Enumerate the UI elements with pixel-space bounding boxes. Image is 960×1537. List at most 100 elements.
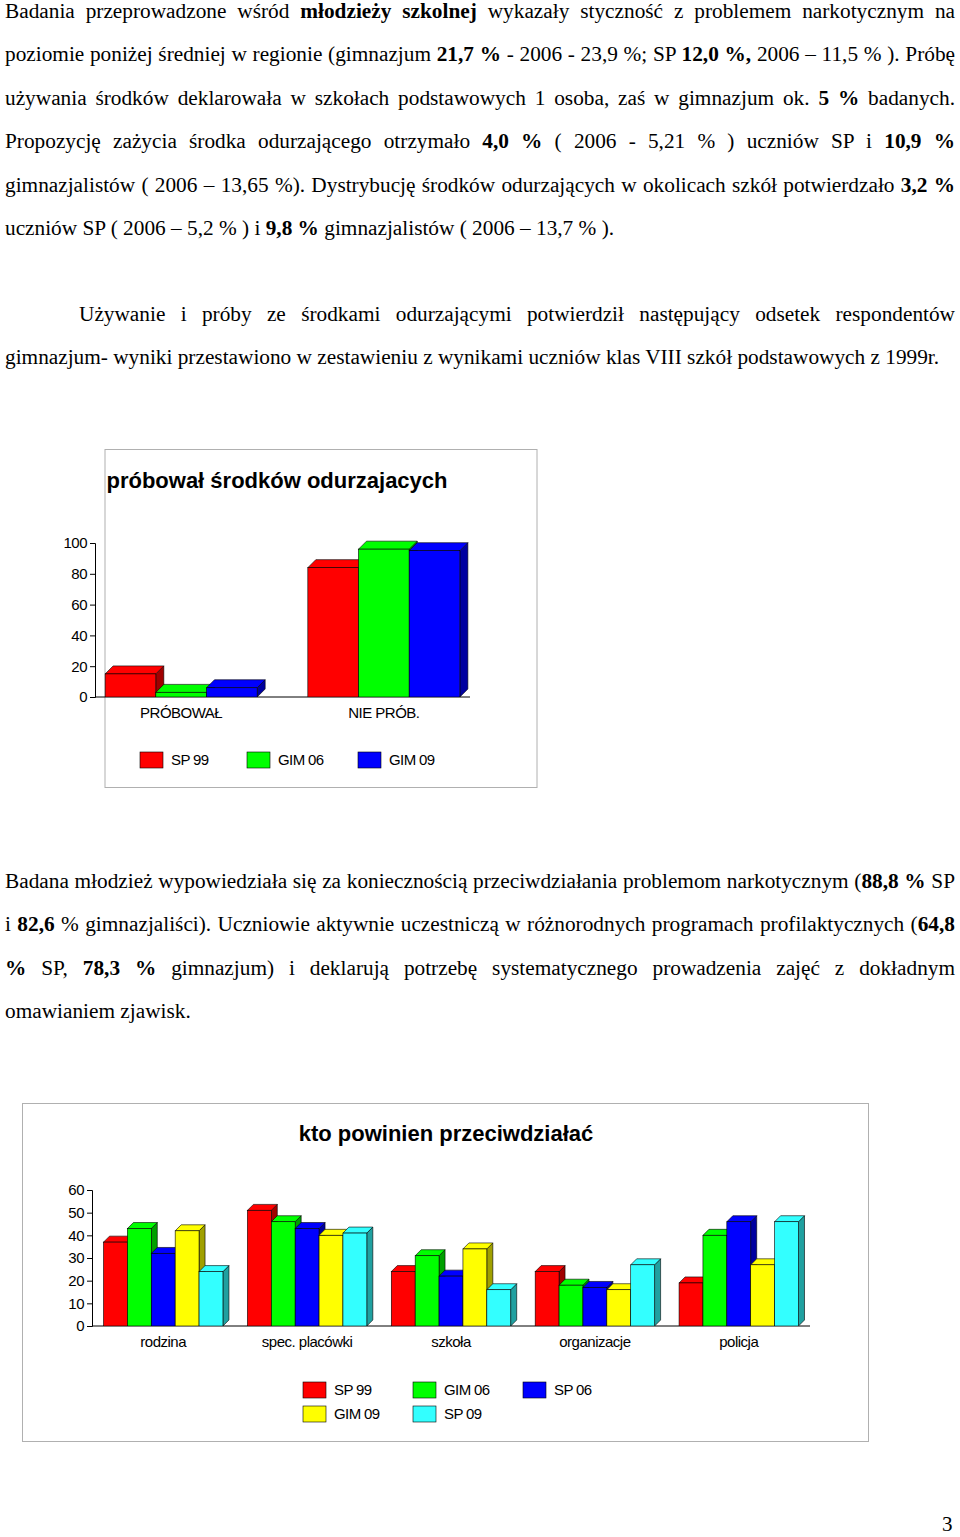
bar-front <box>487 1290 511 1326</box>
text: Badana młodzież wypowiedziała się za kon… <box>5 869 861 893</box>
x-axis: PRÓBOWAŁNIE PRÓB. <box>140 704 419 721</box>
bold-text: 78,3 % <box>83 956 156 980</box>
bar-side <box>460 543 468 697</box>
bar <box>487 1284 517 1326</box>
y-axis-line <box>87 1191 93 1327</box>
text: ( 2006 - 5,21 % ) uczniów SP i <box>542 129 884 153</box>
bar-side <box>655 1259 661 1326</box>
bar-front <box>105 674 156 697</box>
bar-top <box>247 1204 277 1210</box>
legend-label: SP 99 <box>171 751 209 768</box>
bar-front <box>559 1285 583 1326</box>
bar <box>105 666 164 697</box>
x-tick-label: szkoła <box>431 1333 472 1350</box>
bar-front <box>359 549 410 697</box>
bold-text: 21,7 % <box>437 42 501 66</box>
y-tick-mark <box>90 543 95 544</box>
y-tick-label: 30 <box>68 1249 84 1266</box>
bar-top <box>156 684 215 692</box>
y-tick-label: 40 <box>68 1227 84 1244</box>
y-tick-mark <box>90 605 95 606</box>
legend-item: GIM 09 <box>358 751 435 768</box>
bar-top <box>343 1227 373 1233</box>
y-tick: 30 <box>68 1249 92 1266</box>
bar-front <box>319 1235 343 1326</box>
bar-front <box>247 1210 271 1326</box>
bold-text: 9,8 % <box>266 216 319 240</box>
bar-front <box>415 1256 439 1326</box>
y-tick: 20 <box>68 1272 92 1289</box>
bar-top <box>295 1223 325 1229</box>
y-tick: 60 <box>68 1181 92 1198</box>
bar-front <box>463 1249 487 1326</box>
y-tick-mark <box>87 1326 92 1327</box>
y-tick-label: 10 <box>68 1295 84 1312</box>
bar-front <box>391 1272 415 1326</box>
bar-front <box>583 1287 607 1326</box>
bar-front <box>199 1272 223 1326</box>
bar <box>631 1259 661 1326</box>
bar <box>343 1227 373 1326</box>
legend-swatch <box>413 1406 436 1422</box>
bar-front <box>679 1283 703 1326</box>
legend-item: GIM 06 <box>413 1381 490 1398</box>
legend-label: SP 99 <box>334 1381 372 1398</box>
text: Używanie i próby ze środkami odurzającym… <box>5 302 955 369</box>
bar-side <box>223 1266 229 1326</box>
legend-label: SP 06 <box>554 1381 592 1398</box>
legend-swatch <box>247 752 270 768</box>
y-tick-label: 40 <box>71 627 87 644</box>
text: gimnazjalistów ( 2006 – 13,7 % ). <box>319 216 614 240</box>
bar-front <box>206 688 257 697</box>
text: Badania przeprowadzone wśród <box>5 0 300 23</box>
text: % gimnazjaliści). Uczniowie aktywnie ucz… <box>55 912 918 936</box>
bars <box>104 1204 805 1326</box>
bold-text: 10,9 % <box>884 129 955 153</box>
bar-front <box>409 551 460 697</box>
bar-top <box>535 1266 565 1272</box>
bar-front <box>727 1222 751 1326</box>
bar-front <box>535 1272 559 1326</box>
y-tick: 10 <box>68 1295 92 1312</box>
x-tick-label: PRÓBOWAŁ <box>140 704 222 721</box>
bold-text: 3,2 % <box>901 173 955 197</box>
y-tick-mark <box>87 1258 92 1259</box>
bar-front <box>607 1290 631 1326</box>
legend: SP 99 GIM 06 SP 06 GIM 09 SP 09 <box>303 1381 592 1422</box>
y-tick-mark <box>90 666 95 667</box>
y-tick-label: 50 <box>68 1204 84 1221</box>
y-tick: 20 <box>71 658 95 675</box>
y-tick-label: 20 <box>68 1272 84 1289</box>
y-tick-mark <box>87 1281 92 1282</box>
y-tick-mark <box>90 635 95 636</box>
bar-side <box>367 1227 373 1326</box>
bold-text: 4,0 % <box>482 129 542 153</box>
bar <box>308 560 367 697</box>
bar-front <box>271 1222 295 1326</box>
bar-top <box>127 1223 157 1229</box>
bar-front <box>127 1229 151 1326</box>
y-tick-mark <box>90 697 95 698</box>
y-tick-label: 0 <box>76 1317 84 1334</box>
bar-top <box>206 680 265 688</box>
text: gimnazjalistów ( 2006 – 13,65 %). Dystry… <box>5 173 901 197</box>
bar-top <box>308 560 367 568</box>
bar-front <box>439 1276 463 1326</box>
legend-item: SP 09 <box>413 1405 482 1422</box>
y-tick-mark <box>87 1213 92 1214</box>
bold-text: młodzieży szkolnej <box>300 0 477 23</box>
bar-top <box>105 666 164 674</box>
x-tick-label: policja <box>719 1333 759 1350</box>
text: SP, <box>26 956 82 980</box>
legend-label: GIM 09 <box>334 1405 380 1422</box>
legend-item: SP 99 <box>303 1381 372 1398</box>
paragraph: Badana młodzież wypowiedziała się za kon… <box>5 860 955 1034</box>
paragraph: Badania przeprowadzone wśród młodzieży s… <box>5 0 955 250</box>
x-tick-label: organizacje <box>559 1333 630 1350</box>
page-number: 3 <box>942 1512 953 1537</box>
legend-item: GIM 09 <box>303 1405 380 1422</box>
legend-swatch <box>413 1382 436 1398</box>
legend-label: GIM 06 <box>444 1381 490 1398</box>
legend-item: SP 06 <box>523 1381 592 1398</box>
y-tick-mark <box>87 1190 92 1191</box>
